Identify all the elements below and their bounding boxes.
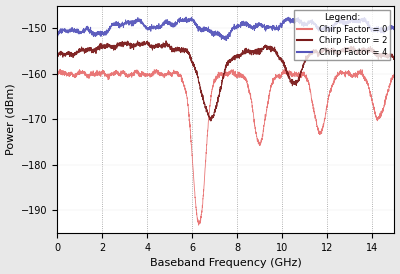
Legend: Chirp Factor = 0, Chirp Factor = 2, Chirp Factor = 4: Chirp Factor = 0, Chirp Factor = 2, Chir…	[294, 10, 390, 60]
Y-axis label: Power (dBm): Power (dBm)	[6, 84, 16, 155]
X-axis label: Baseband Frequency (GHz): Baseband Frequency (GHz)	[150, 258, 302, 269]
